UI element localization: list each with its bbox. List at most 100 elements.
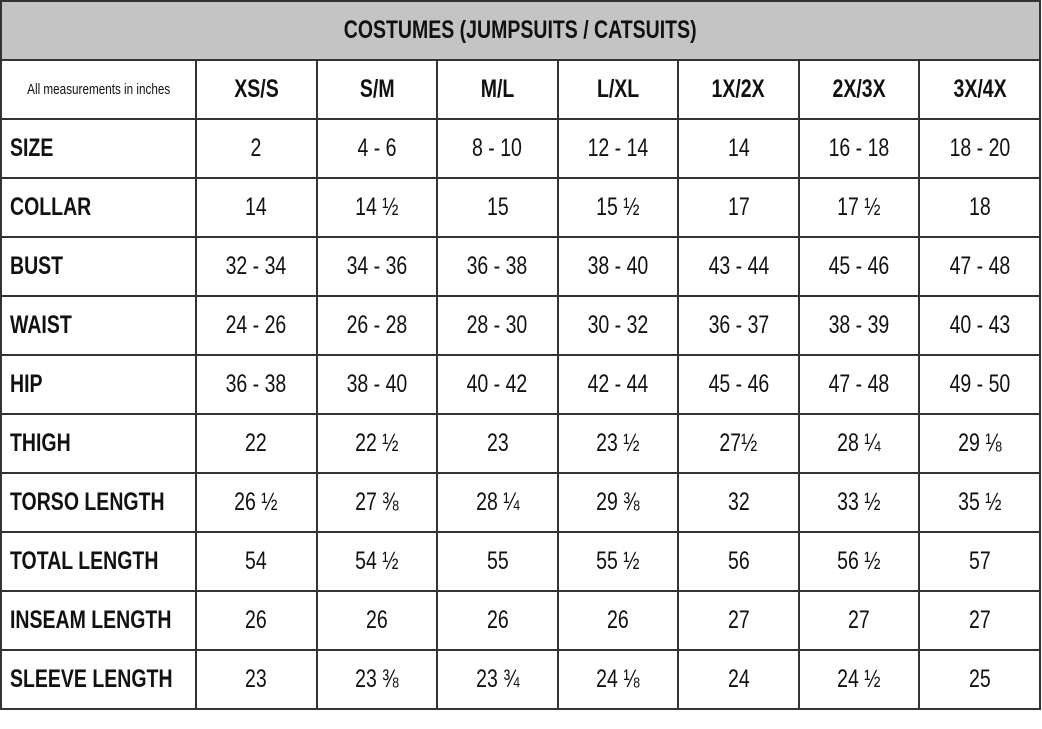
table-cell: 14 (677, 118, 800, 179)
table-cell: 24 (677, 649, 800, 710)
cell-value: 23 ¾ (475, 665, 520, 693)
cell-value: 8 - 10 (472, 134, 523, 162)
table-cell: 35 ½ (918, 472, 1041, 533)
cell-value: 27½ (719, 429, 758, 457)
table-cell: 23 (436, 413, 559, 474)
column-header-text: 3X/4X (953, 75, 1007, 103)
table-cell: 2 (195, 118, 318, 179)
table-cell: 56 (677, 531, 800, 592)
table-cell: 12 - 14 (556, 118, 680, 179)
cell-value: 47 - 48 (828, 370, 890, 398)
table-cell: 17 ½ (797, 177, 921, 238)
column-header: 3X/4X (918, 59, 1041, 120)
table-cell: 40 - 42 (436, 354, 559, 415)
table-cell: 23 ¾ (436, 649, 559, 710)
cell-value: 27 ⅜ (355, 488, 399, 516)
table-title: COSTUMES (JUMPSUITS / CATSUITS) (0, 0, 1041, 61)
cell-value: 57 (968, 547, 991, 575)
column-header: 2X/3X (797, 59, 921, 120)
cell-value: 43 - 44 (708, 252, 769, 280)
table-cell: 16 - 18 (797, 118, 921, 179)
table-cell: 27½ (677, 413, 800, 474)
row-label-text: TOTAL LENGTH (10, 547, 159, 575)
table-cell: 26 - 28 (315, 295, 439, 356)
cell-value: 23 ½ (596, 429, 640, 457)
row-label: SLEEVE LENGTH (0, 649, 197, 710)
cell-value: 36 - 37 (708, 311, 769, 339)
table-title-text: COSTUMES (JUMPSUITS / CATSUITS) (344, 16, 697, 44)
cell-value: 27 (968, 606, 991, 634)
cell-value: 28 - 30 (467, 311, 528, 339)
column-header-text: S/M (359, 75, 395, 103)
cell-value: 36 - 38 (467, 252, 528, 280)
units-note: All measurements in inches (0, 59, 197, 120)
cell-value: 23 ⅜ (355, 665, 399, 693)
table-cell: 45 - 46 (797, 236, 921, 297)
cell-value: 23 (245, 665, 268, 693)
row-label-text: HIP (10, 370, 43, 398)
cell-value: 32 (727, 488, 750, 516)
table-cell: 49 - 50 (918, 354, 1041, 415)
column-header: XS/S (195, 59, 318, 120)
cell-value: 26 (607, 606, 629, 634)
row-label: WAIST (0, 295, 197, 356)
table-cell: 55 (436, 531, 559, 592)
cell-value: 40 - 43 (949, 311, 1011, 339)
cell-value: 15 ½ (596, 193, 640, 221)
cell-value: 16 - 18 (828, 134, 890, 162)
row-label-text: BUST (10, 252, 64, 280)
title-row: COSTUMES (JUMPSUITS / CATSUITS) (0, 0, 1041, 61)
row-label-text: WAIST (10, 311, 72, 339)
table-cell: 18 (918, 177, 1041, 238)
table-cell: 27 (677, 590, 800, 651)
table-cell: 38 - 40 (315, 354, 439, 415)
cell-value: 12 - 14 (587, 134, 649, 162)
row-label: THIGH (0, 413, 197, 474)
table-cell: 14 ½ (315, 177, 439, 238)
cell-value: 29 ⅛ (957, 429, 1002, 457)
cell-value: 26 (365, 606, 388, 634)
table-cell: 32 - 34 (195, 236, 318, 297)
table-cell: 57 (918, 531, 1041, 592)
table-row: HIP 36 - 38 38 - 40 40 - 42 42 - 44 45 - 46 47… (0, 354, 1041, 415)
cell-value: 27 (727, 606, 750, 634)
cell-value: 49 - 50 (949, 370, 1011, 398)
table-cell: 22 ½ (315, 413, 439, 474)
table-cell: 47 - 48 (797, 354, 921, 415)
cell-value: 15 (486, 193, 509, 221)
table-cell: 43 - 44 (677, 236, 800, 297)
table-cell: 28 - 30 (436, 295, 559, 356)
cell-value: 24 - 26 (225, 311, 287, 339)
cell-value: 17 (727, 193, 750, 221)
column-header-text: 2X/3X (832, 75, 886, 103)
cell-value: 55 (486, 547, 509, 575)
table-cell: 36 - 38 (195, 354, 318, 415)
table-cell: 27 (918, 590, 1041, 651)
table-cell: 38 - 39 (797, 295, 921, 356)
units-note-text: All measurements in inches (26, 81, 171, 98)
table-cell: 54 ½ (315, 531, 439, 592)
table-row: SLEEVE LENGTH 23 23 ⅜ 23 ¾ 24 ⅛ 24 24 ½ 25 (0, 649, 1041, 710)
table-cell: 14 (195, 177, 318, 238)
row-label-text: SLEEVE LENGTH (10, 665, 173, 693)
table-cell: 26 (315, 590, 439, 651)
table-cell: 54 (195, 531, 318, 592)
cell-value: 54 (245, 547, 268, 575)
row-label-text: INSEAM LENGTH (10, 606, 172, 634)
cell-value: 26 - 28 (346, 311, 408, 339)
cell-value: 2 (250, 134, 262, 162)
column-header: L/XL (556, 59, 680, 120)
table-row: TOTAL LENGTH 54 54 ½ 55 55 ½ 56 56 ½ 57 (0, 531, 1041, 592)
table-cell: 26 (436, 590, 559, 651)
column-header-text: L/XL (596, 75, 640, 103)
table-cell: 38 - 40 (556, 236, 680, 297)
cell-value: 17 ½ (837, 193, 881, 221)
table-cell: 8 - 10 (436, 118, 559, 179)
cell-value: 24 ⅛ (596, 665, 640, 693)
table-row: COLLAR 14 14 ½ 15 15 ½ 17 17 ½ 18 (0, 177, 1041, 238)
table-row: SIZE 2 4 - 6 8 - 10 12 - 14 14 16 - 18 18 - 20 (0, 118, 1041, 179)
table-cell: 40 - 43 (918, 295, 1041, 356)
table-cell: 18 - 20 (918, 118, 1041, 179)
table-row: BUST 32 - 34 34 - 36 36 - 38 38 - 40 43 - 44 4… (0, 236, 1041, 297)
table-cell: 34 - 36 (315, 236, 439, 297)
